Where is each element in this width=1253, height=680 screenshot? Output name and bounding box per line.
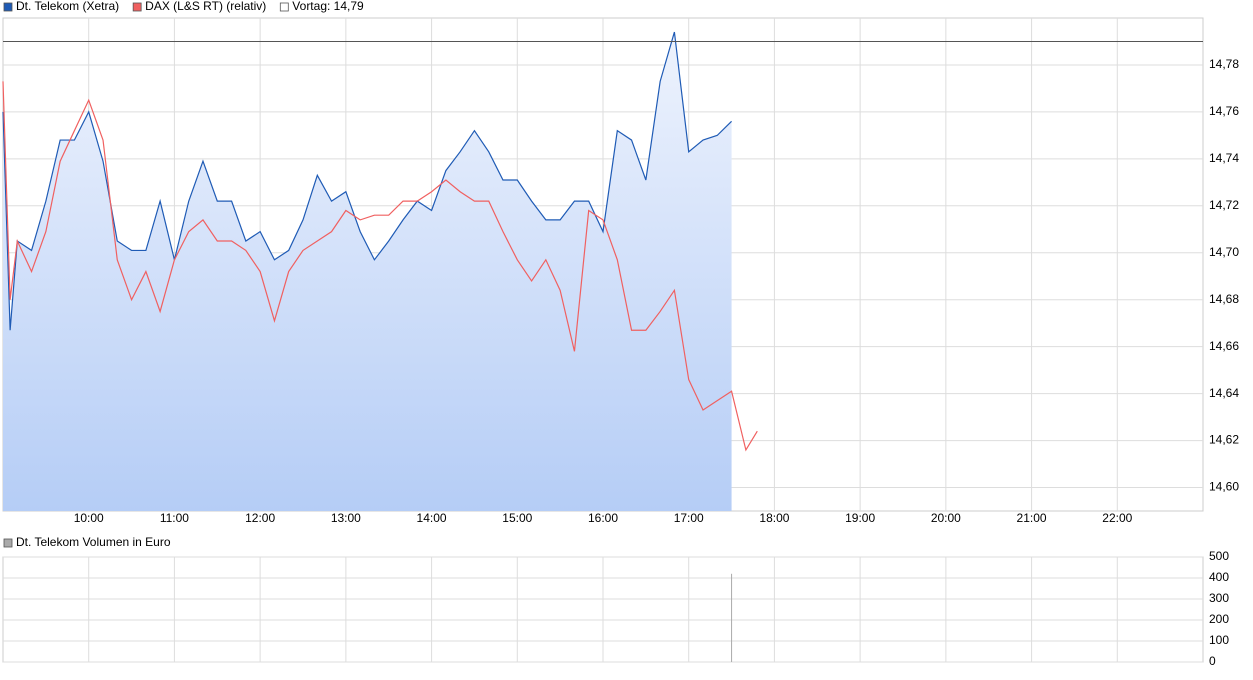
y-tick-label: 200 [1209, 612, 1229, 626]
legend-swatch [132, 2, 142, 12]
x-tick-label: 17:00 [674, 511, 704, 525]
y-tick-label: 14,68 [1209, 292, 1239, 306]
y-tick-label: 14,60 [1209, 480, 1239, 494]
y-tick-label: 14,70 [1209, 245, 1239, 259]
y-tick-label: 0 [1209, 654, 1216, 668]
y-tick-label: 14,64 [1209, 386, 1239, 400]
y-tick-label: 100 [1209, 633, 1229, 647]
legend-label: Dt. Telekom Volumen in Euro [16, 535, 171, 549]
legend-label: DAX (L&S RT) (relativ) [145, 0, 266, 13]
legend-swatch [3, 2, 13, 12]
y-tick-label: 14,76 [1209, 104, 1239, 118]
y-tick-label: 14,74 [1209, 151, 1239, 165]
x-tick-label: 16:00 [588, 511, 618, 525]
area [3, 32, 732, 511]
y-tick-label: 14,72 [1209, 198, 1239, 212]
legend-swatch [3, 538, 13, 548]
x-tick-label: 18:00 [759, 511, 789, 525]
y-tick-label: 14,66 [1209, 339, 1239, 353]
y-tick-label: 14,78 [1209, 57, 1239, 71]
y-tick-label: 300 [1209, 591, 1229, 605]
x-tick-label: 13:00 [331, 511, 361, 525]
x-tick-label: 15:00 [502, 511, 532, 525]
x-tick-label: 21:00 [1017, 511, 1047, 525]
x-tick-label: 19:00 [845, 511, 875, 525]
bar [731, 573, 733, 662]
x-tick-label: 14:00 [417, 511, 447, 525]
y-tick-label: 500 [1209, 549, 1229, 563]
y-tick-label: 400 [1209, 570, 1229, 584]
x-tick-label: 11:00 [160, 511, 189, 525]
x-tick-label: 12:00 [245, 511, 275, 525]
y-tick-label: 14,62 [1209, 433, 1239, 447]
legend-swatch [279, 2, 289, 12]
line [2, 81, 758, 452]
x-tick-label: 20:00 [931, 511, 961, 525]
x-tick-label: 10:00 [74, 511, 104, 525]
line [2, 31, 732, 331]
x-tick-label: 22:00 [1102, 511, 1132, 525]
legend-label: Vortag: 14,79 [292, 0, 364, 13]
legend-label: Dt. Telekom (Xetra) [16, 0, 119, 13]
